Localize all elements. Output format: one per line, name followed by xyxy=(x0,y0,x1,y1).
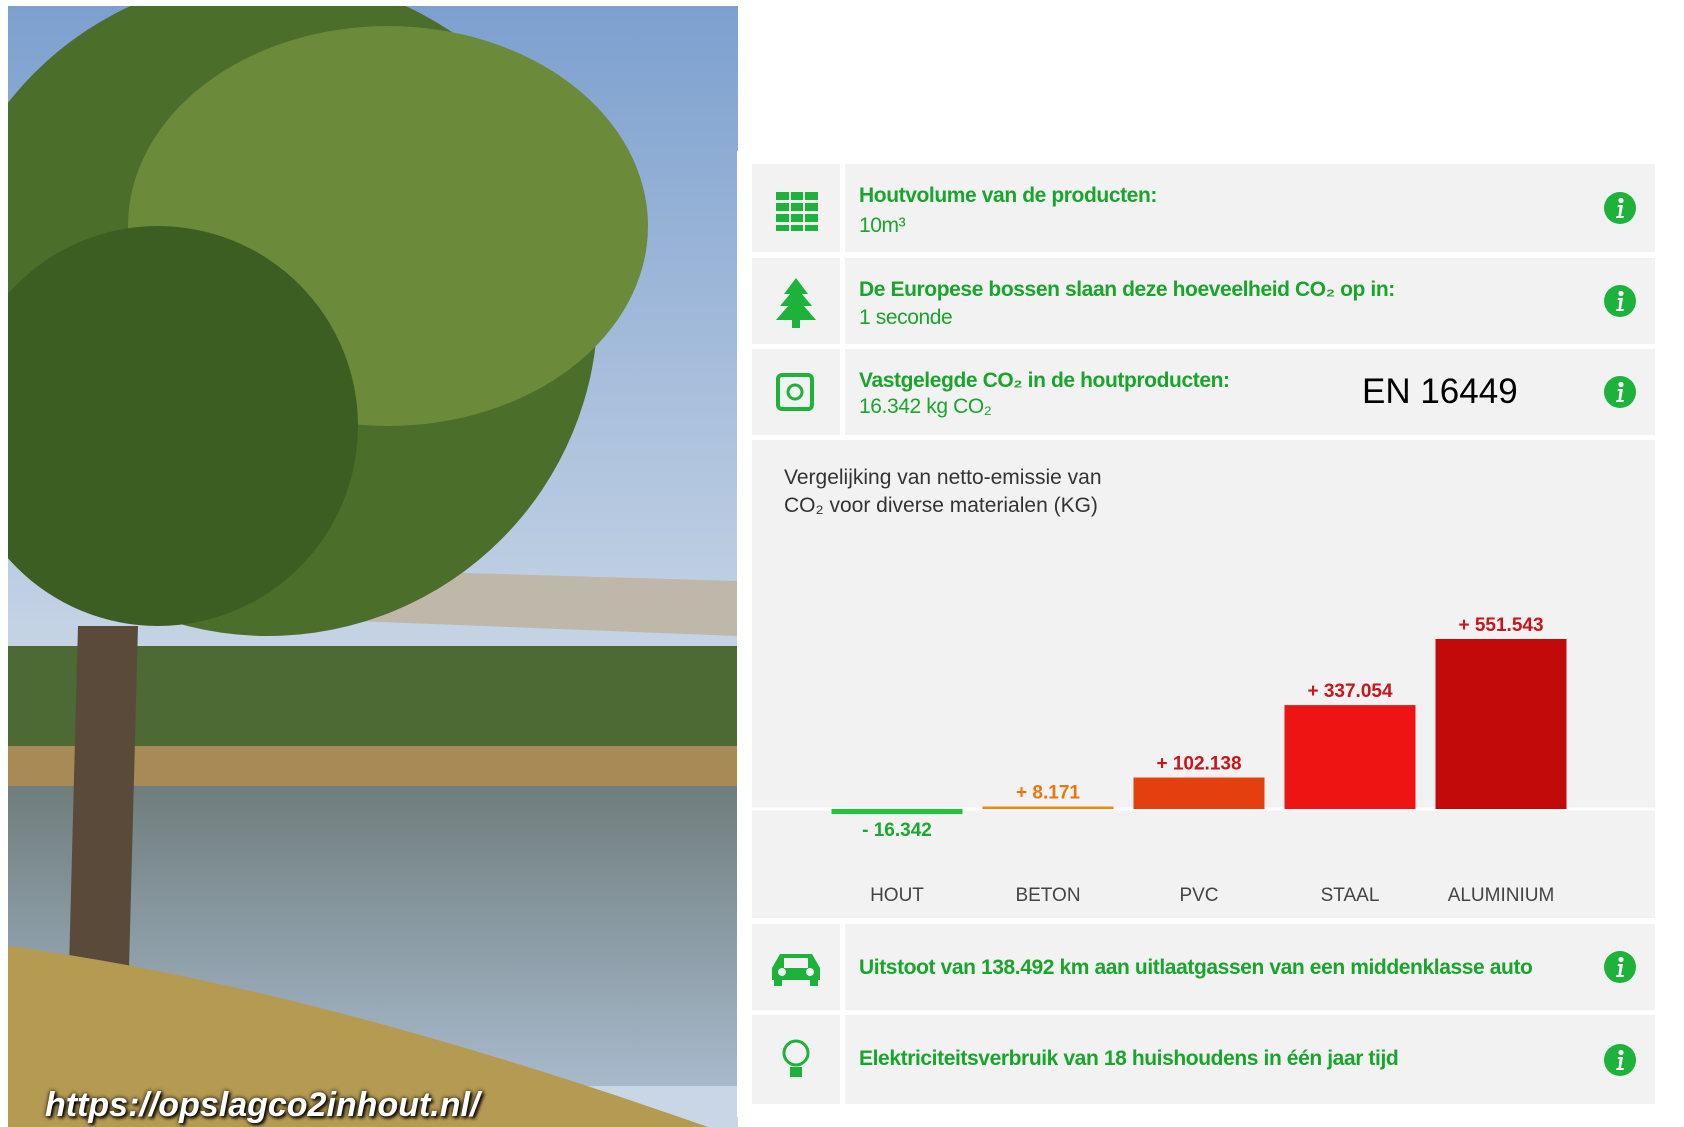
value-label: + 337.054 xyxy=(1307,681,1392,702)
icon-cell xyxy=(752,258,840,344)
row-label: Vastgelegde CO₂ in de houtproducten: xyxy=(859,369,1230,393)
bar xyxy=(832,809,963,814)
value-label: + 551.543 xyxy=(1458,615,1543,636)
standard-badge: EN 16449 xyxy=(1362,372,1518,412)
row-label: De Europese bossen slaan deze hoeveelhei… xyxy=(859,278,1395,302)
row-text: Elektriciteitsverbruik van 18 huishouden… xyxy=(859,1047,1398,1071)
background-photo xyxy=(8,6,738,1127)
icon-cell xyxy=(752,164,840,252)
chart-title: Vergelijking van netto-emissie van xyxy=(784,466,1102,489)
x-tick-label: PVC xyxy=(1179,885,1218,906)
text-cell: Uitstoot van 138.492 km aan uitlaatgasse… xyxy=(845,924,1655,1010)
x-tick-label: ALUMINIUM xyxy=(1448,885,1555,906)
info-row: Houtvolume van de producten: 10m³ xyxy=(752,164,1655,252)
x-tick-label: HOUT xyxy=(870,885,924,906)
info-row: Vastgelegde CO₂ in de houtproducten:16.3… xyxy=(752,349,1655,435)
row-label: Houtvolume van de producten: xyxy=(859,184,1157,208)
chart-title: CO₂ voor diverse materialen (KG) xyxy=(784,494,1098,517)
text-cell: De Europese bossen slaan deze hoeveelhei… xyxy=(845,258,1655,344)
icon-cell xyxy=(752,1015,840,1104)
source-url: https://opslagco2inhout.nl/ xyxy=(45,1086,479,1125)
icon-bulb xyxy=(752,1015,840,1104)
page: Houtvolume van de producten: 10m³ De Euro… xyxy=(0,0,1684,1127)
chart: Vergelijking van netto-emissie van CO₂ v… xyxy=(752,440,1655,918)
icon-safe xyxy=(752,349,840,435)
value-label: - 16.342 xyxy=(862,820,932,841)
value-label: + 8.171 xyxy=(1016,782,1080,803)
info-row: Elektriciteitsverbruik van 18 huishouden… xyxy=(752,1015,1655,1104)
info-button[interactable] xyxy=(1603,950,1637,984)
x-tick-label: STAAL xyxy=(1321,885,1380,906)
icon-cell xyxy=(752,924,840,1010)
bar xyxy=(1436,639,1567,809)
row-text: Uitstoot van 138.492 km aan uitlaatgasse… xyxy=(859,956,1532,980)
icon-car xyxy=(752,924,840,1010)
x-tick-label: BETON xyxy=(1015,885,1080,906)
text-cell: Elektriciteitsverbruik van 18 huishouden… xyxy=(845,1015,1655,1104)
icon-cell xyxy=(752,349,840,435)
row-value: 16.342 kg CO₂ xyxy=(859,395,992,419)
row-value: 1 seconde xyxy=(859,306,952,330)
bar xyxy=(983,806,1114,809)
info-button[interactable] xyxy=(1603,1043,1637,1077)
info-button[interactable] xyxy=(1603,375,1637,409)
row-value: 10m³ xyxy=(859,214,905,238)
bar xyxy=(1134,778,1265,809)
text-cell: Vastgelegde CO₂ in de houtproducten:16.3… xyxy=(845,349,1655,435)
icon-table xyxy=(752,164,840,252)
info-row: Uitstoot van 138.492 km aan uitlaatgasse… xyxy=(752,924,1655,1010)
info-button[interactable] xyxy=(1603,284,1637,318)
icon-tree xyxy=(752,258,840,344)
value-label: + 102.138 xyxy=(1156,754,1241,775)
info-button[interactable] xyxy=(1603,191,1637,225)
info-row: De Europese bossen slaan deze hoeveelhei… xyxy=(752,258,1655,344)
bar xyxy=(1285,705,1416,809)
text-cell: Houtvolume van de producten: 10m³ xyxy=(845,164,1655,252)
